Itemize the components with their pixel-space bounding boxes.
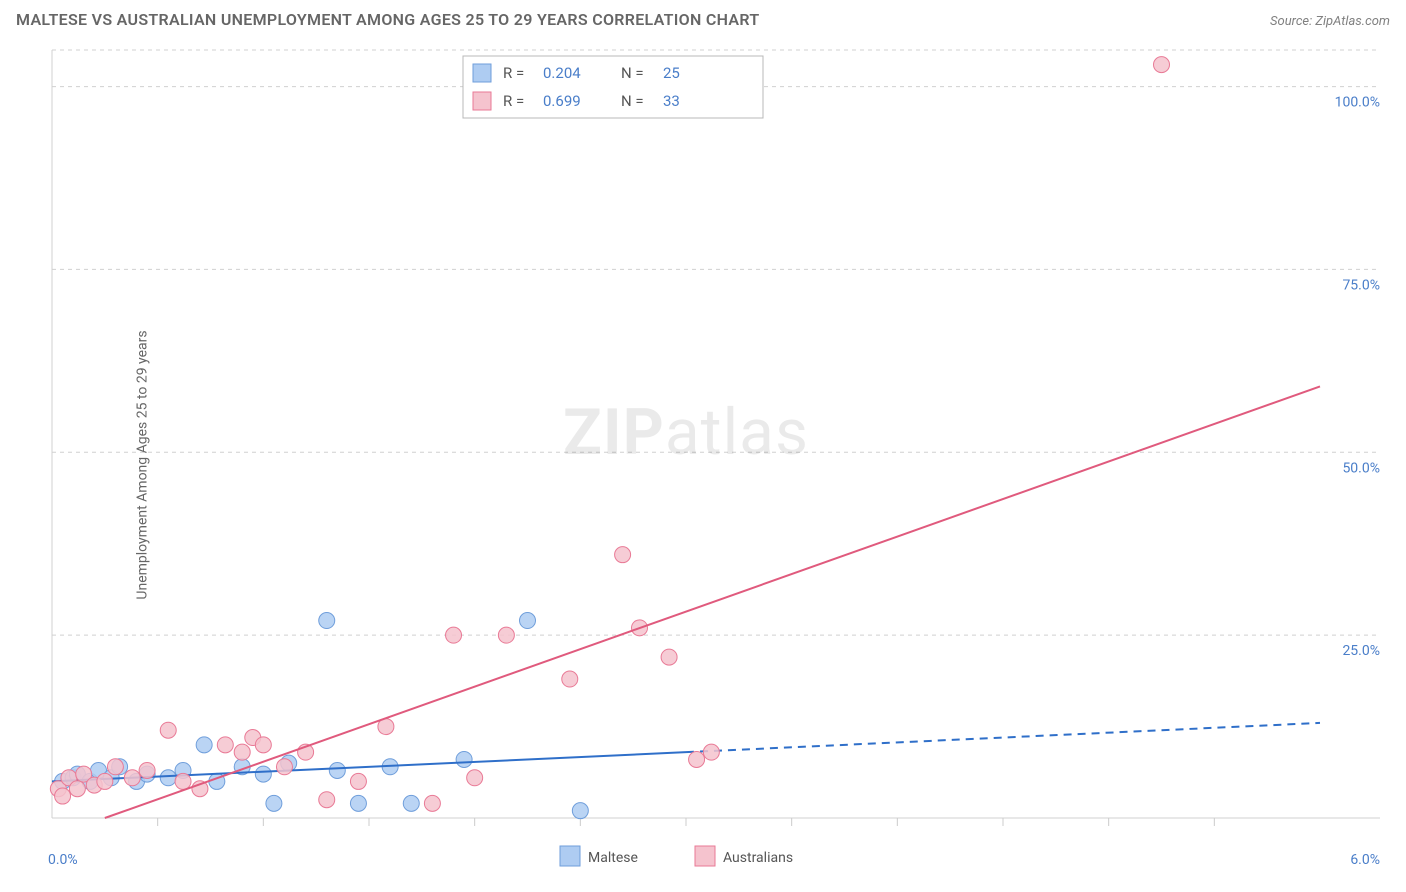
legend-swatch-maltese bbox=[473, 64, 491, 82]
data-point-australians bbox=[467, 770, 483, 786]
data-point-australians bbox=[69, 781, 85, 797]
data-point-australians bbox=[107, 759, 123, 775]
data-point-maltese bbox=[329, 762, 345, 778]
legend-n-value-australians: 33 bbox=[663, 92, 680, 110]
bottom-legend-label-australians: Australians bbox=[723, 850, 793, 866]
legend-n-label: N = bbox=[621, 92, 644, 110]
y-tick-label: 100.0% bbox=[1335, 95, 1380, 111]
data-point-australians bbox=[498, 627, 514, 643]
x-tick-label: 6.0% bbox=[1350, 852, 1380, 868]
x-tick-label: 0.0% bbox=[48, 852, 78, 868]
regression-extrapolation-maltese bbox=[686, 723, 1320, 752]
data-point-australians bbox=[255, 737, 271, 753]
data-point-maltese bbox=[196, 737, 212, 753]
data-point-maltese bbox=[160, 770, 176, 786]
watermark-text: ZIPatlas bbox=[563, 395, 809, 470]
data-point-maltese bbox=[319, 613, 335, 629]
data-point-australians bbox=[350, 773, 366, 789]
data-point-maltese bbox=[520, 613, 536, 629]
data-point-australians bbox=[160, 722, 176, 738]
data-point-australians bbox=[217, 737, 233, 753]
data-point-australians bbox=[55, 788, 71, 804]
data-point-australians bbox=[562, 671, 578, 687]
correlation-chart: 25.0% 50.0% 75.0% 100.0% 0.0% 6.0% ZIPatlas R =… bbox=[0, 38, 1406, 892]
data-point-australians bbox=[689, 751, 705, 767]
y-tick-label: 50.0% bbox=[1342, 460, 1380, 476]
source-text: Source: ZipAtlas.com bbox=[1270, 14, 1390, 29]
legend-r-value-maltese: 0.204 bbox=[543, 64, 581, 82]
data-point-australians bbox=[139, 762, 155, 778]
data-point-australians bbox=[175, 773, 191, 789]
legend-n-value-maltese: 25 bbox=[663, 64, 680, 82]
data-point-australians bbox=[124, 770, 140, 786]
legend-n-label: N = bbox=[621, 64, 644, 82]
data-point-australians bbox=[319, 792, 335, 808]
bottom-legend-swatch-maltese bbox=[560, 846, 580, 866]
data-point-maltese bbox=[266, 795, 282, 811]
data-point-maltese bbox=[255, 766, 271, 782]
legend-r-label: R = bbox=[503, 92, 524, 110]
bottom-legend-label-maltese: Maltese bbox=[588, 850, 638, 866]
data-point-maltese bbox=[403, 795, 419, 811]
y-tick-label: 75.0% bbox=[1342, 277, 1380, 293]
data-point-maltese bbox=[456, 751, 472, 767]
title-bar: MALTESE VS AUSTRALIAN UNEMPLOYMENT AMONG… bbox=[0, 0, 1406, 35]
y-axis-label: Unemployment Among Ages 25 to 29 years bbox=[135, 330, 151, 599]
data-point-australians bbox=[276, 759, 292, 775]
data-point-australians bbox=[446, 627, 462, 643]
data-point-australians bbox=[97, 773, 113, 789]
data-point-australians bbox=[424, 795, 440, 811]
legend-r-label: R = bbox=[503, 64, 524, 82]
legend-r-value-australians: 0.699 bbox=[543, 92, 581, 110]
data-point-australians bbox=[615, 547, 631, 563]
data-point-australians bbox=[1154, 57, 1170, 73]
data-point-australians bbox=[661, 649, 677, 665]
legend-swatch-australians bbox=[473, 92, 491, 110]
data-point-maltese bbox=[572, 803, 588, 819]
chart-container: Unemployment Among Ages 25 to 29 years 2… bbox=[0, 38, 1406, 892]
bottom-legend-swatch-australians bbox=[695, 846, 715, 866]
chart-title: MALTESE VS AUSTRALIAN UNEMPLOYMENT AMONG… bbox=[16, 10, 760, 29]
data-point-australians bbox=[703, 744, 719, 760]
data-point-australians bbox=[234, 744, 250, 760]
data-point-maltese bbox=[350, 795, 366, 811]
y-tick-label: 25.0% bbox=[1342, 643, 1380, 659]
